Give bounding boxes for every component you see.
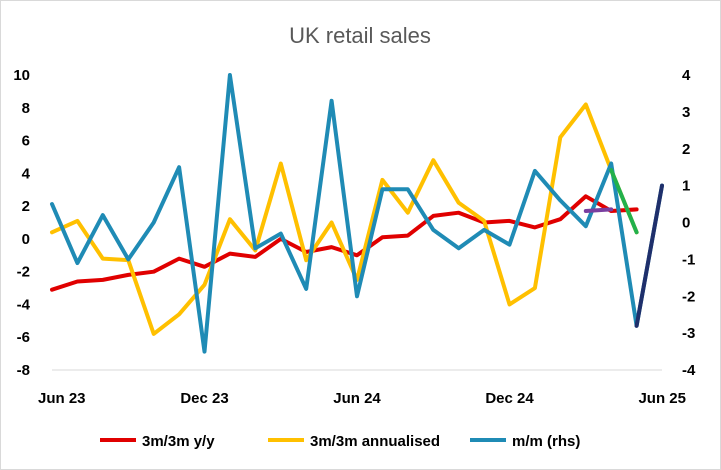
left-tick-label: -8 bbox=[17, 362, 30, 379]
right-tick-label: 0 bbox=[682, 215, 690, 232]
series-line-m-m-rhs bbox=[50, 73, 664, 354]
left-tick-label: 10 bbox=[13, 67, 30, 84]
x-tick-label: Dec 24 bbox=[485, 390, 534, 407]
left-tick-label: 6 bbox=[22, 133, 30, 150]
series-line-latest-y-y bbox=[583, 207, 614, 213]
left-tick-label: -6 bbox=[17, 329, 30, 346]
x-tick-label: Jun 25 bbox=[638, 390, 686, 407]
right-tick-label: 2 bbox=[682, 141, 690, 158]
series-layer bbox=[50, 73, 664, 354]
left-tick-label: 8 bbox=[22, 100, 30, 117]
x-tick-label: Jun 23 bbox=[38, 390, 86, 407]
right-tick-label: 3 bbox=[682, 104, 690, 121]
left-tick-label: 4 bbox=[22, 165, 31, 182]
series-line-latest-annualised bbox=[609, 168, 639, 235]
right-tick-label: -3 bbox=[682, 325, 695, 342]
legend-label: 3m/3m y/y bbox=[142, 433, 215, 450]
right-tick-label: -2 bbox=[682, 288, 695, 305]
left-tick-label: 2 bbox=[22, 198, 30, 215]
axes: -8 -6 -4 -2 0 2 4 6 8 10 -4 -3 -2 -1 0 1 2 3 4 Jun 23 Dec 23… bbox=[13, 67, 696, 407]
right-tick-label: -4 bbox=[682, 362, 696, 379]
left-tick-label: 0 bbox=[22, 231, 30, 248]
right-tick-label: 4 bbox=[682, 67, 691, 84]
legend-label: m/m (rhs) bbox=[512, 433, 580, 450]
x-tick-label: Dec 23 bbox=[180, 390, 228, 407]
right-tick-label: 1 bbox=[682, 178, 690, 195]
legend-label: 3m/3m annualised bbox=[310, 433, 440, 450]
x-tick-label: Jun 24 bbox=[333, 390, 381, 407]
chart-title: UK retail sales bbox=[289, 23, 431, 48]
series-line-latest-m-m bbox=[634, 183, 664, 328]
left-tick-label: -4 bbox=[17, 296, 31, 313]
left-tick-label: -2 bbox=[17, 264, 30, 281]
right-tick-label: -1 bbox=[682, 251, 695, 268]
legend: 3m/3m y/y 3m/3m annualised m/m (rhs) bbox=[100, 433, 580, 450]
series-line-3m-3m-annualised bbox=[50, 102, 639, 336]
